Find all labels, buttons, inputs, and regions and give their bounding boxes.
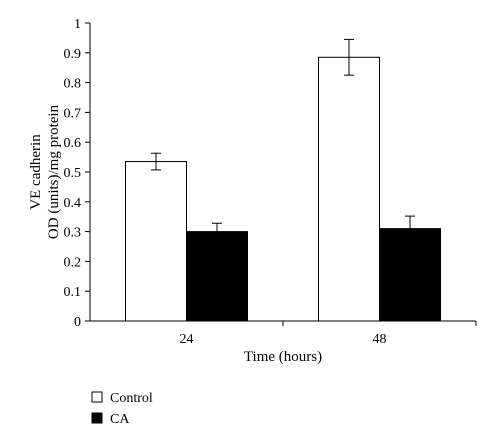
y-tick-label-8: 0.8 (64, 77, 82, 92)
y-axis-title-line2: OD (units)/mg protein (46, 104, 62, 239)
bar-ca-48 (379, 228, 441, 322)
y-tick-label-7: 0.7 (64, 106, 82, 121)
legend-label-control: Control (110, 391, 153, 406)
y-tick-label-3: 0.3 (64, 226, 82, 241)
x-tick-label-1: 48 (373, 332, 387, 347)
y-tick-label-2: 0.2 (64, 255, 82, 270)
legend: Control CA (91, 391, 153, 427)
y-tick-label-10: 1 (74, 17, 81, 32)
bar-control-48 (318, 56, 380, 322)
bar-ca-24 (186, 231, 248, 322)
y-axis-title-line1: VE cadherin (28, 134, 44, 210)
y-tick-label-5: 0.5 (64, 166, 82, 181)
legend-swatch-control (91, 391, 103, 403)
y-tick-label-6: 0.6 (64, 136, 82, 151)
x-tick-label-0: 24 (180, 332, 194, 347)
bar-control-24 (125, 161, 187, 322)
y-tick-label-0: 0 (74, 315, 81, 330)
y-tick-label-4: 0.4 (64, 196, 82, 211)
legend-label-ca: CA (110, 412, 130, 427)
legend-swatch-ca (91, 412, 103, 424)
y-tick-label-1: 0.1 (64, 285, 82, 300)
y-tick-label-9: 0.9 (64, 47, 82, 62)
x-axis-title: Time (hours) (244, 349, 322, 365)
